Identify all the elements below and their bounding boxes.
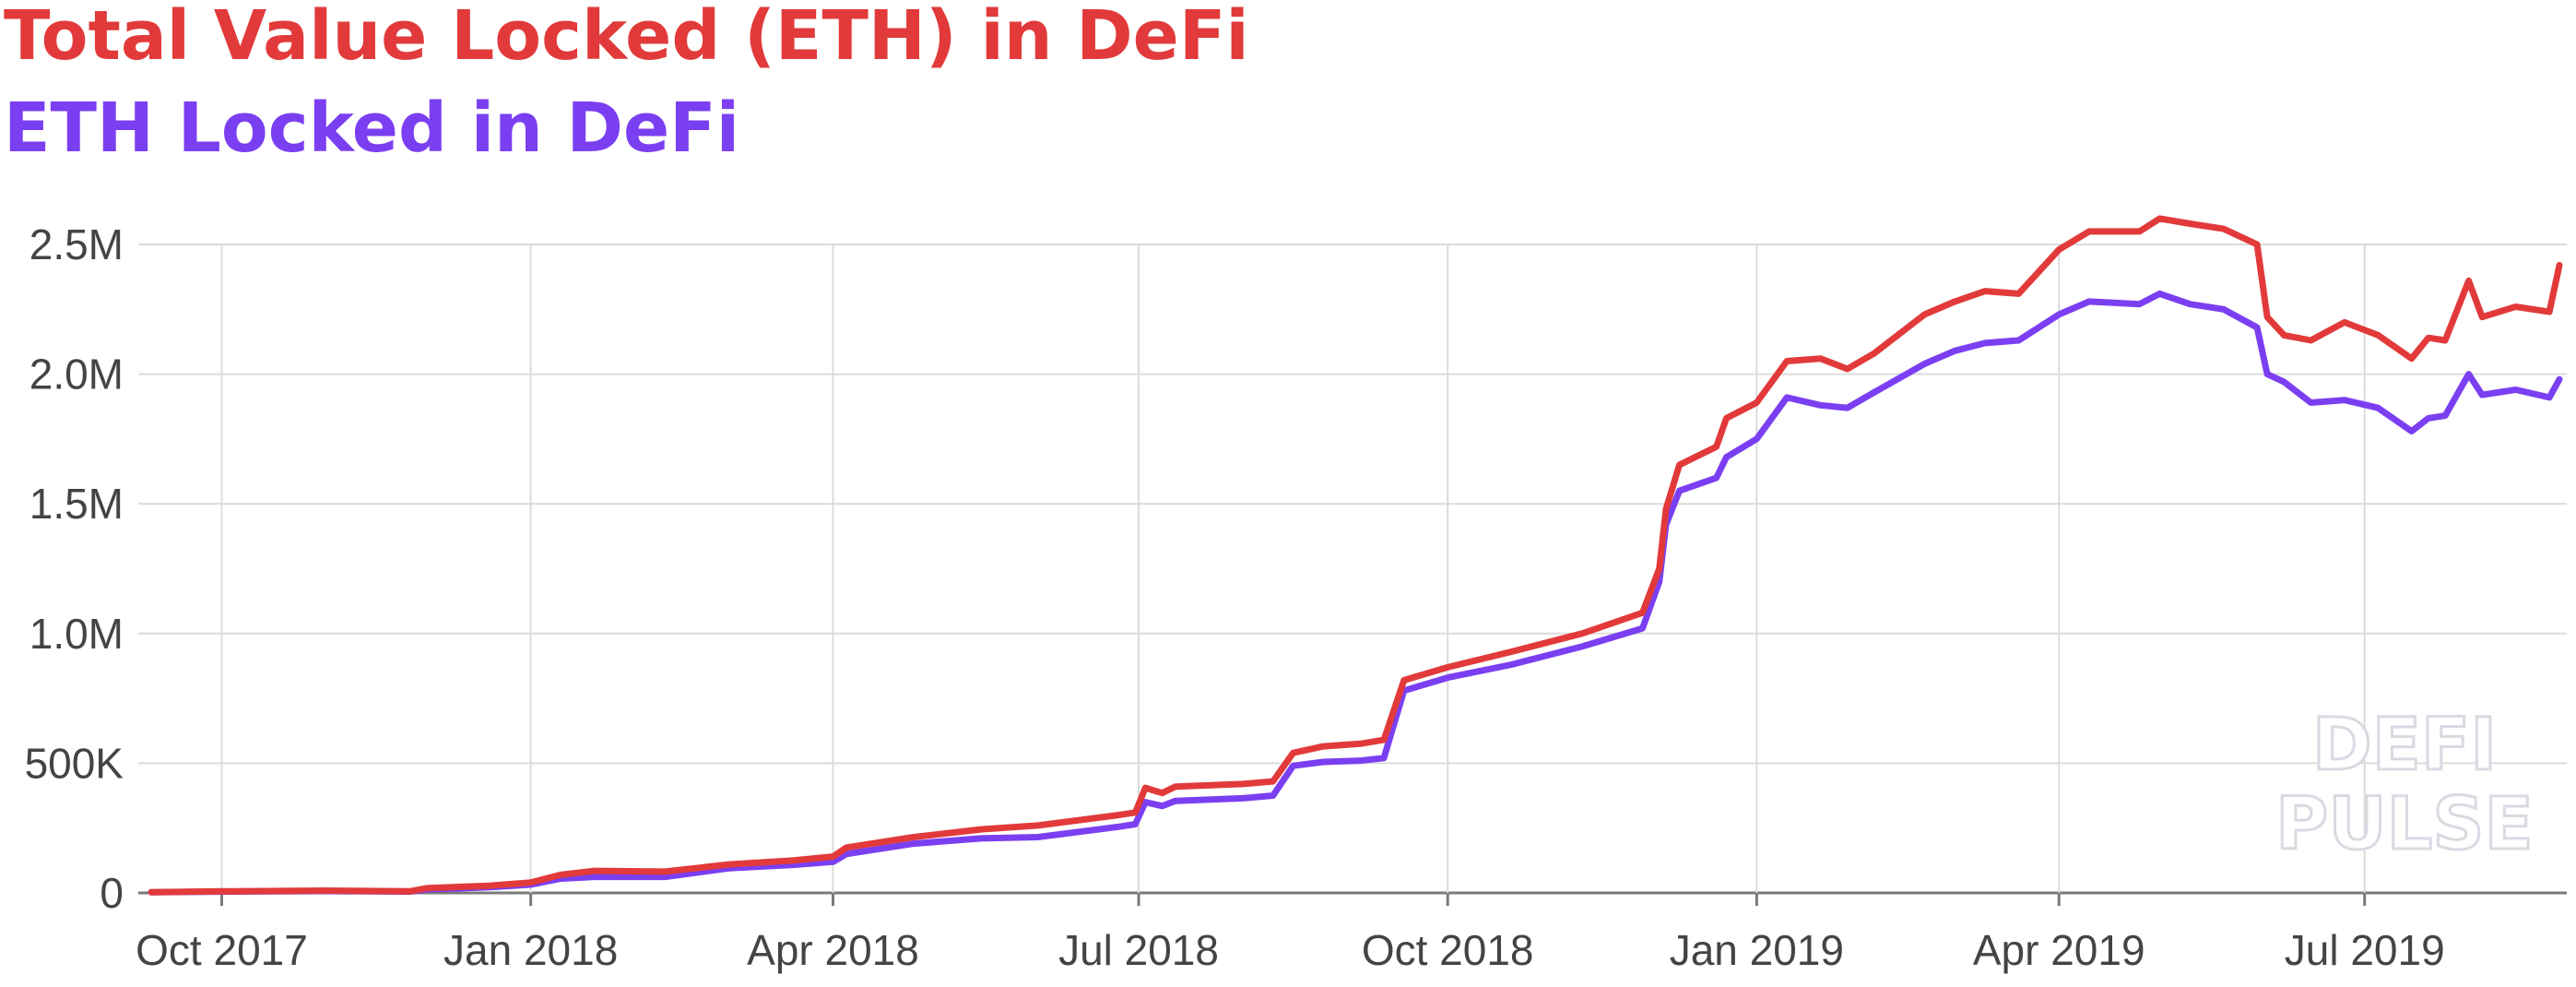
series-line [148,290,2563,896]
x-tick-label: Oct 2017 [136,926,308,974]
y-tick-label: 2.5M [30,220,124,268]
y-tick: 0 [100,869,124,917]
y-tick-label: 1.0M [30,610,124,658]
x-tick: Jul 2019 [2285,926,2445,974]
y-tick: 500K [25,739,124,787]
x-tick: Oct 2017 [136,926,308,974]
chart-grid [138,244,2567,895]
x-tick-label: Jan 2018 [443,926,618,974]
x-tick-label: Jul 2018 [1058,926,1219,974]
chart-title: Total Value Locked (ETH) in DeFi [4,0,1249,76]
watermark-line-1: DEFI [2312,704,2497,787]
series-lines [148,215,2563,896]
y-tick: 1.0M [30,610,124,658]
y-tick: 2.5M [30,220,124,268]
x-tick: Jan 2019 [1670,926,1844,974]
y-axis: 0 500K 1.0M 1.5M 2.0M 2.5M [25,220,124,917]
x-tick: Apr 2019 [1973,926,2145,974]
y-tick-label: 1.5M [30,480,124,528]
watermark-line-2: PULSE [2275,783,2534,866]
y-tick: 1.5M [30,480,124,528]
y-tick-label: 2.0M [30,351,124,398]
y-tick: 2.0M [30,351,124,398]
x-tick-label: Apr 2018 [747,926,919,974]
x-axis: Oct 2017 Jan 2018 Apr 2018 Jul 2018 Oct 2018… [136,893,2445,974]
series-line [148,215,2563,896]
chart-subtitle: ETH Locked in DeFi [4,89,740,168]
y-tick-label: 500K [25,739,124,787]
x-tick: Oct 2018 [1362,926,1534,974]
x-tick-label: Apr 2019 [1973,926,2145,974]
x-tick: Apr 2018 [747,926,919,974]
y-tick-label: 0 [100,869,124,917]
x-tick: Jan 2018 [443,926,618,974]
x-tick-label: Oct 2018 [1362,926,1534,974]
x-tick-label: Jan 2019 [1670,926,1844,974]
defi-pulse-watermark: DEFI PULSE [2275,703,2535,868]
x-tick-label: Jul 2019 [2285,926,2445,974]
x-tick: Jul 2018 [1058,926,1219,974]
